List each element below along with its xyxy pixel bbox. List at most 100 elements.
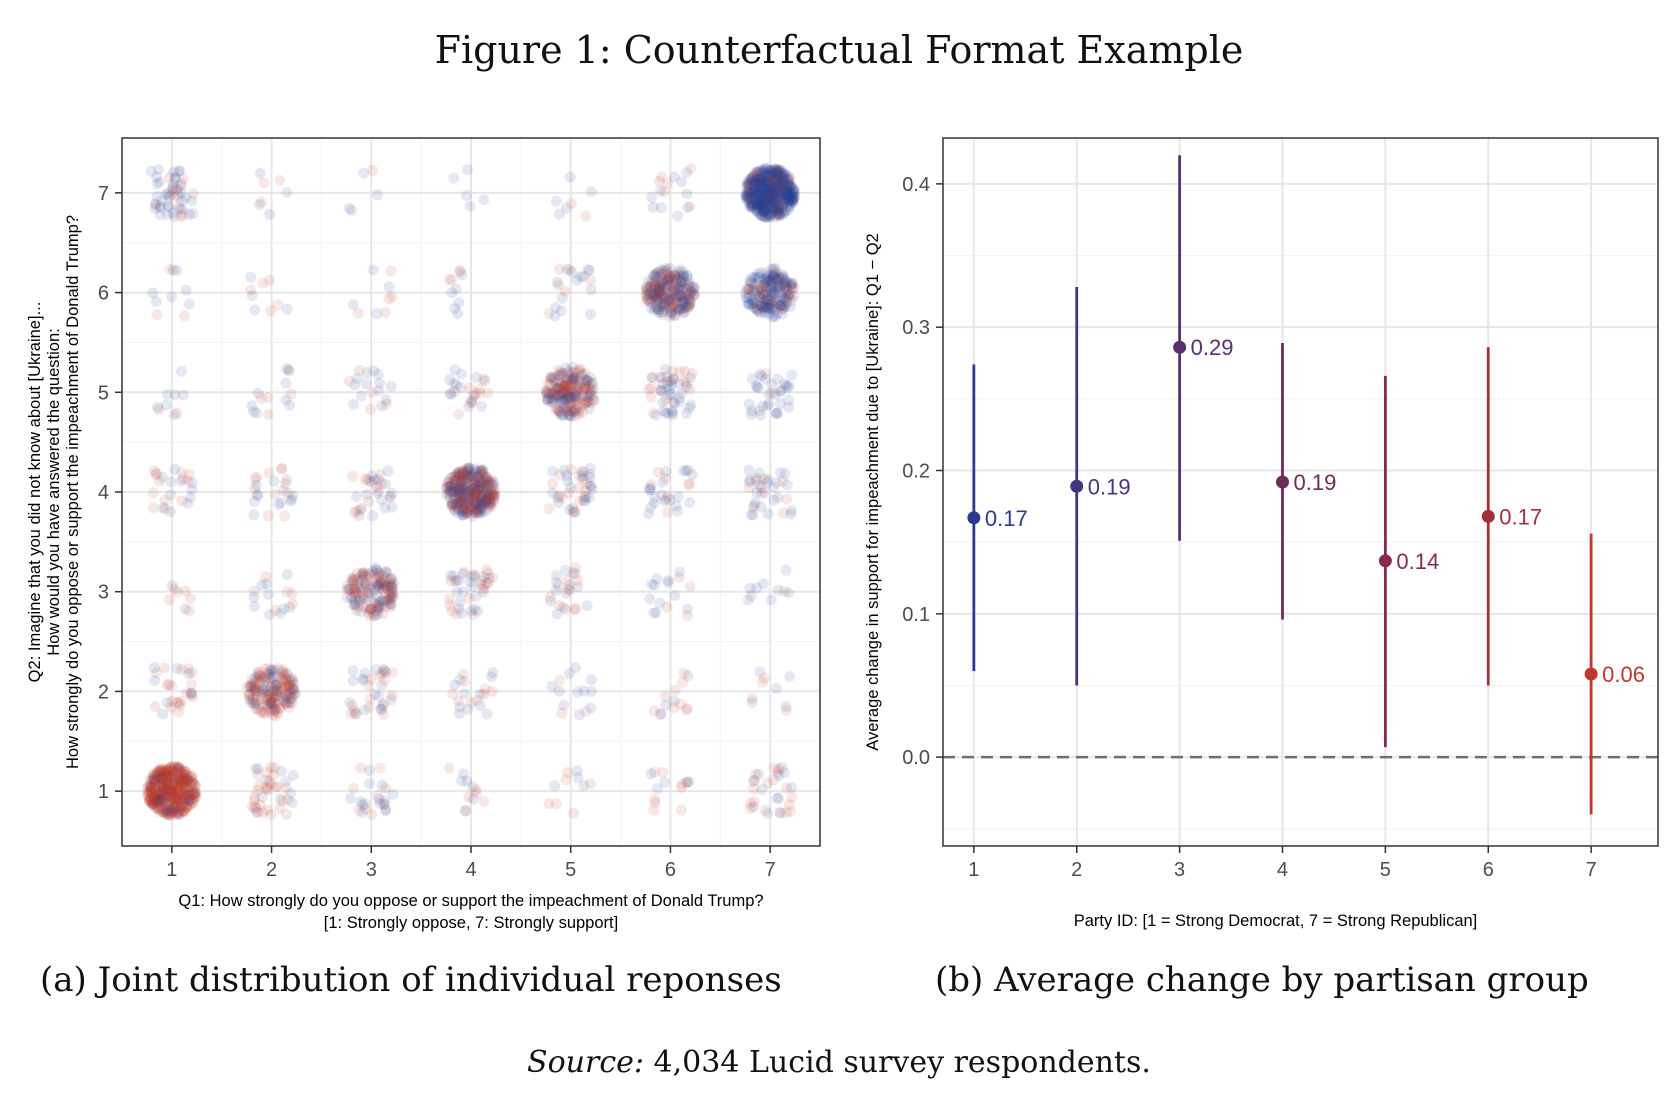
panel-a-point [250,685,261,697]
panel-a-point [777,507,789,519]
panel-a-point [644,593,656,605]
panel-a-point [475,491,487,503]
panel-a-point [146,799,158,810]
panel-a-point [268,704,280,716]
panel-a-point [580,210,592,222]
panel-a-point [175,774,187,786]
panel-a-point [471,504,483,515]
panel-a-point [477,373,489,385]
panel-a-point [261,692,273,704]
panel-a-point [481,578,493,589]
panel-a-point [175,775,187,786]
panel-a-point [246,693,258,705]
panel-a-point [181,769,193,780]
panel-a-point [270,781,282,793]
panel-a-point [441,482,453,494]
panel-a-point [280,673,292,685]
panel-a-point [373,581,385,593]
panel-a-point [154,789,166,801]
panel-a-point [166,783,178,795]
panel-a-point [351,491,362,503]
panel-a-point [381,567,393,579]
panel-a-point [264,609,276,621]
panel-a-point [356,807,368,818]
panel-a-point [449,504,461,516]
panel-a-point [450,608,462,620]
panel-a-point [244,693,256,705]
panel-a-point [646,578,658,590]
panel-a-point [761,294,773,306]
panel-a-point [176,773,188,785]
panel-a-point [469,482,481,494]
panel-a-point [762,807,774,819]
panel-a-point [158,806,170,818]
panel-a-point [265,809,277,821]
panel-a-point [360,577,372,589]
panel-a-point [148,779,160,791]
panel-a-point [469,499,481,511]
panel-a-point [354,595,366,607]
panel-a-point [455,476,467,488]
panel-a-point [451,494,463,506]
panel-a-point [378,665,390,676]
panel-a-point [463,592,475,604]
panel-a-point [363,475,375,487]
panel-b-value-label: 0.17 [1499,504,1542,529]
panel-a-point [158,797,170,809]
panel-a-point [355,390,367,402]
panel-a-point [569,568,581,580]
panel-a-point [161,804,173,816]
panel-a-point [249,791,260,803]
panel-a-point [682,603,694,615]
panel-a-point [164,783,176,795]
panel-a-point [164,773,176,785]
panel-a-point [470,787,482,799]
panel-a-point [456,509,468,521]
panel-a-point [158,783,170,795]
panel-a-point [277,664,289,676]
panel-a-point [154,772,166,784]
panel-a-point [346,591,358,603]
panel-a-point [465,501,477,513]
panel-a-point [466,471,478,483]
panel-a-point [449,485,460,497]
panel-a-point [269,703,281,715]
panel-a-point [481,564,492,576]
panel-a-point [373,598,385,610]
panel-a-point [489,489,501,501]
panel-a-point [179,768,191,780]
panel-b-x-tick-label: 7 [1586,859,1597,881]
panel-a-point [147,775,159,787]
panel-b-value-label: 0.19 [1293,470,1336,495]
panel-a-point [252,784,264,796]
panel-a-point [250,802,262,814]
panel-a-point [452,469,464,480]
panel-a-point [286,493,298,505]
panel-a-point [467,793,479,805]
panel-a-point [267,678,279,690]
panel-a-point [184,799,196,811]
panel-a-point [486,490,497,502]
panel-a-point [163,806,175,818]
panel-a-point [162,765,174,777]
panel-a-point [470,497,482,509]
panel-a-point [146,790,158,802]
panel-a-point [169,805,180,817]
panel-a-point [161,782,173,794]
panel-a-point [175,793,187,805]
panel-a-point [467,781,479,793]
panel-a-point [358,167,369,179]
panel-a-point [443,480,455,492]
panel-a-point [580,485,592,497]
panel-a-point [378,593,390,604]
panel-a-point [164,772,176,784]
panel-a-point [483,572,495,584]
panel-a-point [359,798,371,810]
panel-a-point [173,781,185,793]
panel-a-point [785,295,797,307]
panel-a-point [559,399,571,411]
panel-a-point [346,592,357,604]
panel-a-point [387,667,399,679]
panel-a-point [176,663,188,675]
panel-a-point [682,610,693,622]
